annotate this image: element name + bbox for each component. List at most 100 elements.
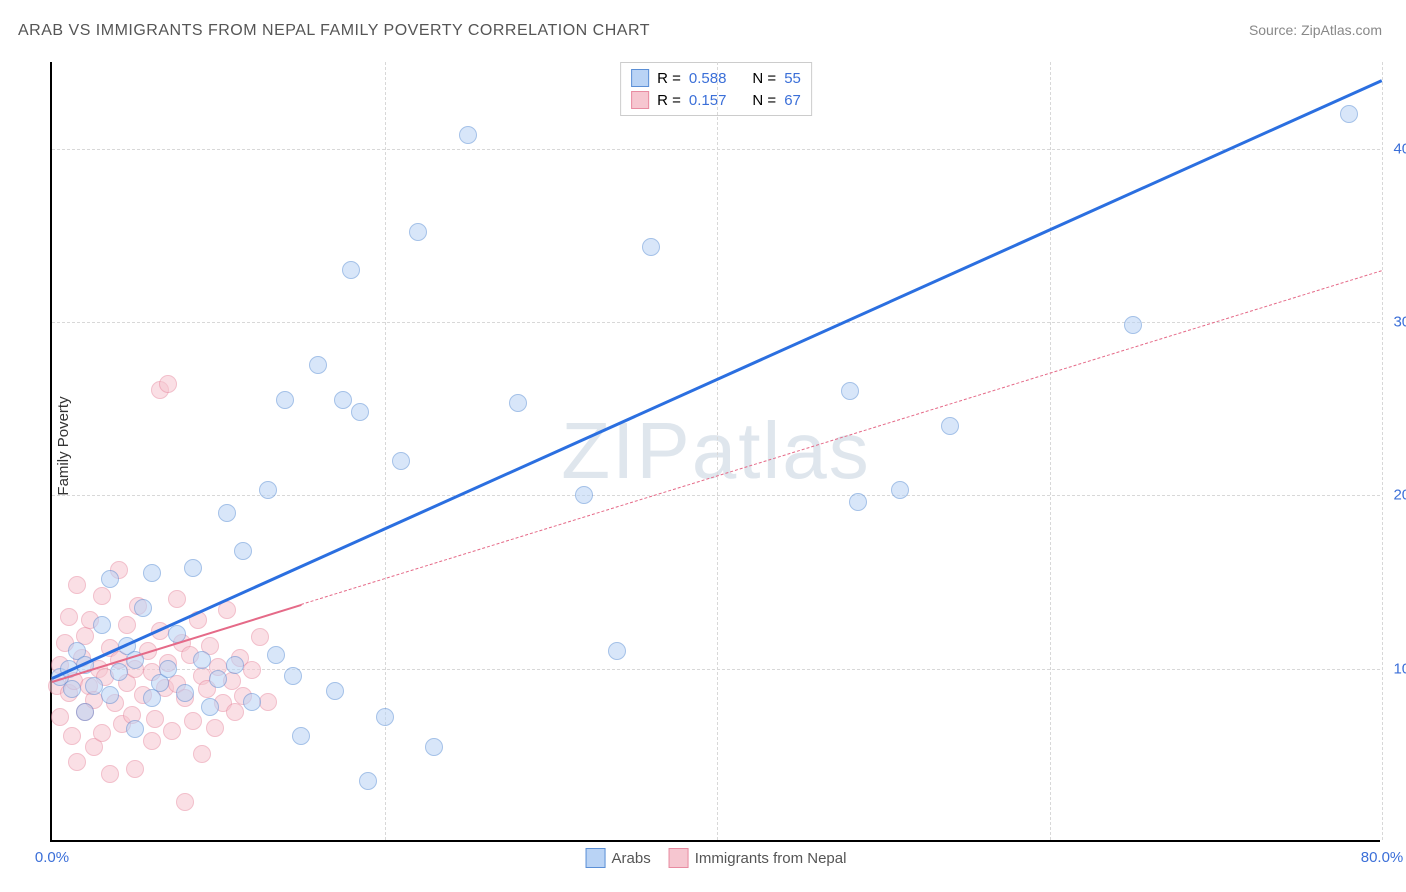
data-point-arabs <box>201 698 219 716</box>
data-point-nepal <box>146 710 164 728</box>
data-point-arabs <box>85 677 103 695</box>
data-point-nepal <box>184 712 202 730</box>
stats-legend: R = 0.588 N = 55 R = 0.157 N = 67 <box>620 62 812 116</box>
data-point-arabs <box>143 689 161 707</box>
y-tick-label: 40.0% <box>1386 140 1406 157</box>
data-point-arabs <box>334 391 352 409</box>
data-point-arabs <box>376 708 394 726</box>
data-point-nepal <box>118 616 136 634</box>
chart-title: ARAB VS IMMIGRANTS FROM NEPAL FAMILY POV… <box>18 22 650 40</box>
data-point-arabs <box>284 667 302 685</box>
data-point-arabs <box>126 720 144 738</box>
gridline-horizontal <box>52 149 1380 150</box>
legend-item-arabs: Arabs <box>586 848 651 868</box>
legend-label-arabs: Arabs <box>612 850 651 867</box>
data-point-nepal <box>176 793 194 811</box>
data-point-arabs <box>234 542 252 560</box>
swatch-arabs <box>586 848 606 868</box>
gridline-vertical <box>717 62 718 840</box>
data-point-arabs <box>392 452 410 470</box>
legend-item-nepal: Immigrants from Nepal <box>669 848 847 868</box>
r-value-arabs: 0.588 <box>689 70 727 87</box>
data-point-arabs <box>342 261 360 279</box>
data-point-nepal <box>60 608 78 626</box>
data-point-arabs <box>63 680 81 698</box>
data-point-arabs <box>509 394 527 412</box>
swatch-nepal <box>631 91 649 109</box>
data-point-nepal <box>126 760 144 778</box>
data-point-arabs <box>76 703 94 721</box>
data-point-nepal <box>259 693 277 711</box>
swatch-nepal <box>669 848 689 868</box>
n-label: N = <box>752 92 776 109</box>
data-point-arabs <box>891 481 909 499</box>
watermark: ZIPatlas <box>561 405 870 497</box>
x-tick-label: 0.0% <box>35 849 69 866</box>
r-label: R = <box>657 70 681 87</box>
data-point-arabs <box>134 599 152 617</box>
data-point-nepal <box>51 708 69 726</box>
data-point-nepal <box>226 703 244 721</box>
trend-line-nepal-dashed <box>301 270 1382 605</box>
data-point-arabs <box>101 570 119 588</box>
swatch-arabs <box>631 69 649 87</box>
gridline-vertical <box>1050 62 1051 840</box>
data-point-arabs <box>642 238 660 256</box>
data-point-arabs <box>409 223 427 241</box>
data-point-nepal <box>251 628 269 646</box>
bottom-legend: Arabs Immigrants from Nepal <box>586 848 847 868</box>
data-point-nepal <box>193 745 211 763</box>
data-point-arabs <box>267 646 285 664</box>
y-tick-label: 10.0% <box>1386 660 1406 677</box>
data-point-arabs <box>143 564 161 582</box>
n-value-arabs: 55 <box>784 70 801 87</box>
x-tick-label: 80.0% <box>1361 849 1404 866</box>
n-value-nepal: 67 <box>784 92 801 109</box>
stats-row-arabs: R = 0.588 N = 55 <box>631 67 801 89</box>
data-point-nepal <box>206 719 224 737</box>
data-point-arabs <box>459 126 477 144</box>
data-point-nepal <box>163 722 181 740</box>
data-point-arabs <box>93 616 111 634</box>
data-point-arabs <box>1340 105 1358 123</box>
data-point-arabs <box>309 356 327 374</box>
data-point-nepal <box>159 375 177 393</box>
y-tick-label: 20.0% <box>1386 487 1406 504</box>
data-point-arabs <box>351 403 369 421</box>
stats-row-nepal: R = 0.157 N = 67 <box>631 89 801 111</box>
plot-area: ZIPatlas R = 0.588 N = 55 R = 0.157 N = … <box>50 62 1380 842</box>
data-point-arabs <box>608 642 626 660</box>
data-point-arabs <box>184 559 202 577</box>
data-point-nepal <box>168 590 186 608</box>
data-point-arabs <box>243 693 261 711</box>
y-tick-label: 30.0% <box>1386 314 1406 331</box>
gridline-vertical <box>1382 62 1383 840</box>
n-label: N = <box>752 70 776 87</box>
data-point-arabs <box>841 382 859 400</box>
data-point-arabs <box>176 684 194 702</box>
data-point-arabs <box>575 486 593 504</box>
data-point-arabs <box>1124 316 1142 334</box>
data-point-arabs <box>226 656 244 674</box>
data-point-arabs <box>259 481 277 499</box>
legend-label-nepal: Immigrants from Nepal <box>695 850 847 867</box>
source-attribution: Source: ZipAtlas.com <box>1249 22 1382 38</box>
gridline-horizontal <box>52 322 1380 323</box>
data-point-arabs <box>359 772 377 790</box>
chart-container: ARAB VS IMMIGRANTS FROM NEPAL FAMILY POV… <box>0 0 1406 892</box>
data-point-arabs <box>209 670 227 688</box>
data-point-nepal <box>101 765 119 783</box>
data-point-nepal <box>68 576 86 594</box>
data-point-arabs <box>326 682 344 700</box>
data-point-arabs <box>276 391 294 409</box>
data-point-arabs <box>101 686 119 704</box>
data-point-arabs <box>110 663 128 681</box>
data-point-arabs <box>849 493 867 511</box>
data-point-arabs <box>941 417 959 435</box>
data-point-nepal <box>243 661 261 679</box>
data-point-arabs <box>159 660 177 678</box>
gridline-horizontal <box>52 495 1380 496</box>
r-label: R = <box>657 92 681 109</box>
data-point-nepal <box>63 727 81 745</box>
data-point-nepal <box>93 724 111 742</box>
